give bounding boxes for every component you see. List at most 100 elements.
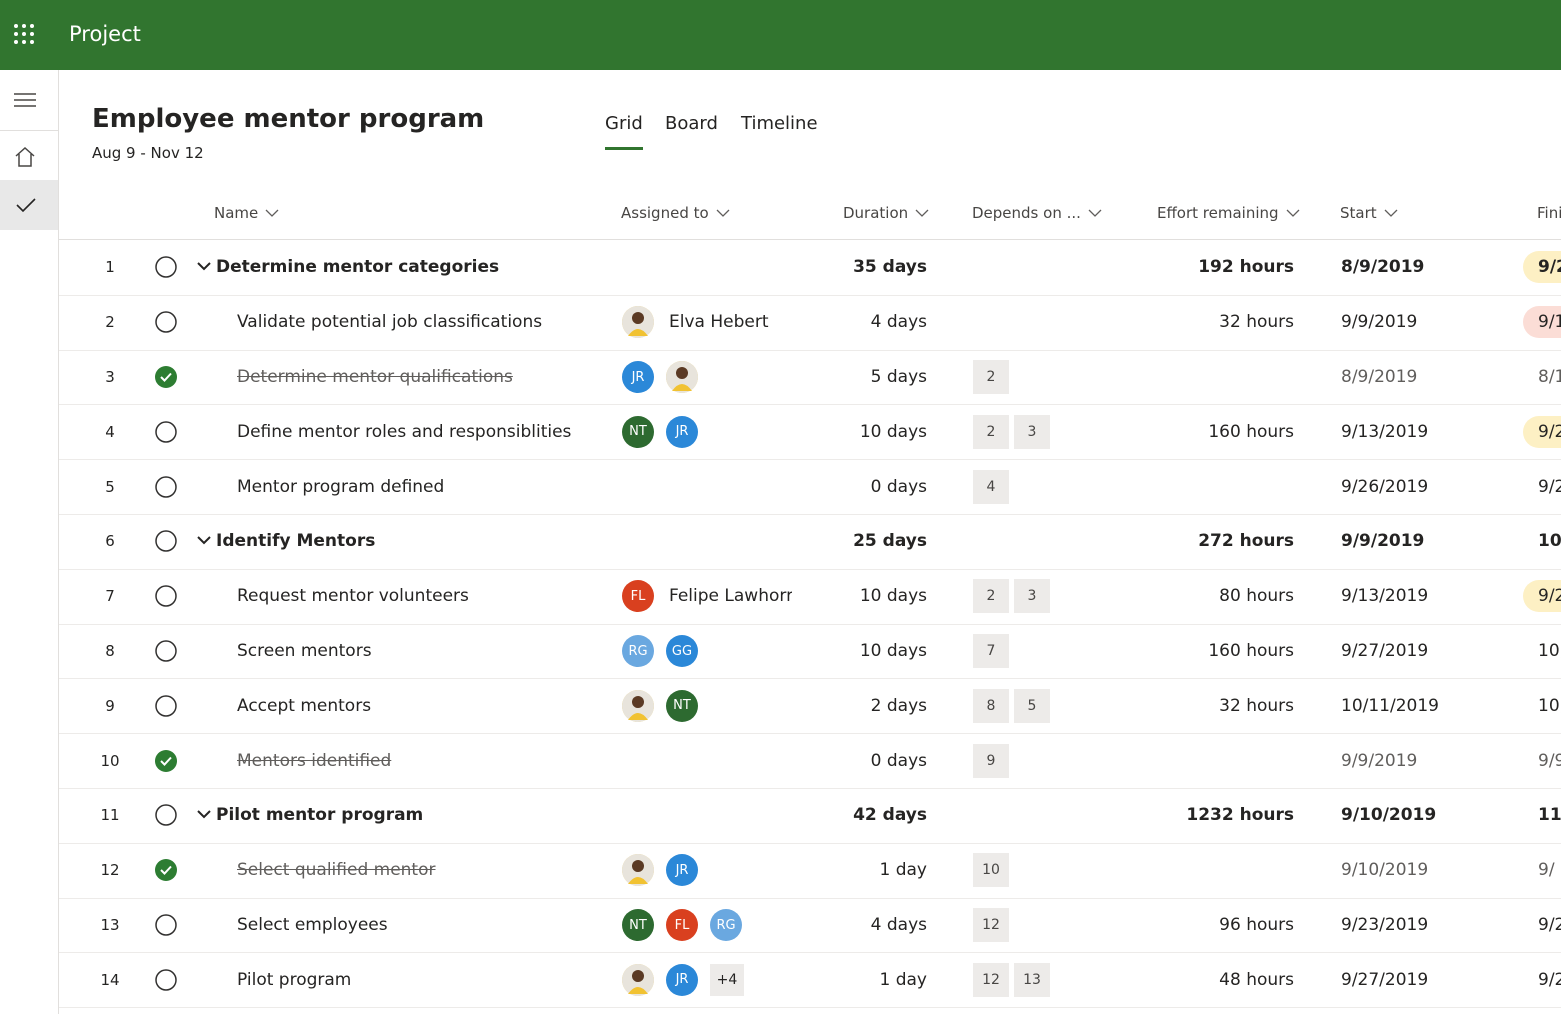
task-name[interactable]: Mentor program defined [237, 476, 445, 497]
column-header[interactable]: Start [1340, 204, 1377, 222]
tab[interactable]: Timeline [741, 113, 818, 134]
complete-circle[interactable] [155, 804, 177, 827]
dependency[interactable]: 12 [973, 962, 1009, 997]
avatar[interactable]: GG [666, 635, 698, 667]
finish-date: 9/2 [1538, 476, 1561, 497]
column-header[interactable]: Name [214, 204, 259, 222]
menu-icon[interactable] [13, 92, 37, 108]
avatar[interactable]: RG [622, 635, 654, 667]
dependency[interactable]: 3 [1014, 414, 1050, 449]
avatar[interactable]: FL [622, 580, 654, 613]
more-assignees[interactable]: +4 [710, 963, 744, 996]
finish-highlight [1523, 580, 1561, 613]
complete-circle[interactable] [155, 475, 177, 498]
dependency[interactable]: 4 [973, 469, 1009, 504]
avatar[interactable] [622, 854, 654, 887]
sort-chevron[interactable] [1088, 209, 1102, 218]
dependency[interactable]: 9 [973, 743, 1009, 778]
start-date: 9/9/2019 [1341, 531, 1425, 552]
duration: 10 days [859, 641, 927, 661]
avatar[interactable]: NT [622, 415, 654, 448]
task-name[interactable]: Pilot program [237, 969, 352, 990]
task-name[interactable]: Request mentor volunteers [237, 586, 469, 607]
avatar[interactable]: JR [666, 854, 698, 887]
complete-circle[interactable] [155, 969, 177, 991]
task-name[interactable]: Define mentor roles and responsiblities [237, 421, 572, 442]
complete-circle[interactable] [155, 256, 177, 279]
avatar[interactable]: FL [666, 909, 698, 941]
sort-chevron[interactable] [265, 209, 279, 218]
task-name[interactable]: Select employees [237, 915, 388, 935]
nav-selected[interactable] [0, 180, 58, 230]
top-bar: Project [0, 0, 1561, 70]
column-header[interactable]: Assigned to [621, 204, 709, 222]
complete-circle[interactable] [155, 640, 177, 662]
task-name[interactable]: Screen mentors [237, 641, 372, 661]
complete-circle[interactable] [155, 585, 177, 607]
avatar[interactable]: NT [666, 689, 698, 722]
dependency[interactable]: 2 [973, 414, 1009, 449]
dependency[interactable]: 3 [1014, 579, 1050, 614]
tab[interactable]: Grid [605, 113, 643, 134]
avatar[interactable]: JR [666, 963, 698, 996]
dependency[interactable]: 7 [973, 634, 1009, 668]
complete-check[interactable] [155, 859, 177, 882]
dependency[interactable]: 8 [973, 688, 1009, 723]
dependency[interactable]: 2 [973, 579, 1009, 614]
duration: 4 days [870, 915, 927, 935]
dependency[interactable]: 5 [1014, 688, 1050, 723]
task-name[interactable]: Select qualified mentor [237, 860, 436, 881]
finish-date: 10, [1538, 641, 1561, 661]
duration: 10 days [859, 586, 927, 607]
avatar[interactable]: NT [622, 909, 654, 941]
task-name[interactable]: Mentors identified [237, 750, 392, 771]
complete-check[interactable] [155, 749, 177, 772]
column-header[interactable]: Duration [843, 204, 909, 222]
avatar[interactable] [622, 963, 654, 996]
complete-circle[interactable] [155, 421, 177, 443]
avatar[interactable] [622, 306, 654, 339]
avatar[interactable] [666, 361, 698, 393]
complete-circle[interactable] [155, 311, 177, 333]
row-number: 13 [100, 916, 120, 934]
task-name[interactable]: Pilot mentor program [216, 805, 424, 826]
task-name[interactable]: Determine mentor qualifications [237, 367, 513, 387]
duration: 10 days [859, 421, 927, 442]
dependency[interactable]: 13 [1014, 962, 1050, 997]
complete-circle[interactable] [155, 695, 177, 717]
expand-chevron[interactable] [197, 262, 211, 271]
row-number: 2 [105, 313, 115, 332]
task-name[interactable]: Accept mentors [237, 695, 372, 716]
complete-circle[interactable] [155, 530, 177, 553]
task-name[interactable]: Validate potential job classifications [237, 312, 543, 333]
avatar[interactable]: JR [666, 415, 698, 448]
expand-chevron[interactable] [197, 810, 211, 819]
tab[interactable]: Board [665, 113, 718, 134]
column-header[interactable]: Effort remaining [1157, 204, 1279, 222]
column-header[interactable]: Fini [1537, 204, 1561, 222]
sort-chevron[interactable] [1286, 209, 1300, 218]
complete-circle[interactable] [155, 914, 177, 936]
home-icon[interactable] [14, 146, 36, 168]
expand-chevron[interactable] [197, 536, 211, 545]
dependency[interactable]: 2 [973, 360, 1009, 394]
task-name[interactable]: Determine mentor categories [216, 257, 500, 278]
task-name[interactable]: Identify Mentors [216, 531, 376, 552]
row-number: 8 [105, 642, 115, 660]
column-header[interactable]: Depends on ... [972, 204, 1081, 222]
sort-chevron[interactable] [716, 209, 730, 218]
nav-rail [0, 70, 59, 1014]
dependency[interactable]: 10 [973, 853, 1009, 888]
avatar[interactable] [622, 689, 654, 722]
sort-chevron[interactable] [915, 209, 929, 218]
finish-date: 9/2 [1538, 257, 1561, 278]
avatar[interactable]: RG [710, 909, 742, 941]
row-divider [59, 404, 1561, 406]
app-launcher[interactable] [13, 23, 37, 47]
finish-date: 9/2 [1538, 915, 1561, 935]
dependency[interactable]: 12 [973, 908, 1009, 942]
duration: 1 day [879, 860, 928, 881]
sort-chevron[interactable] [1384, 209, 1398, 218]
avatar[interactable]: JR [622, 361, 654, 393]
complete-check[interactable] [155, 366, 177, 388]
